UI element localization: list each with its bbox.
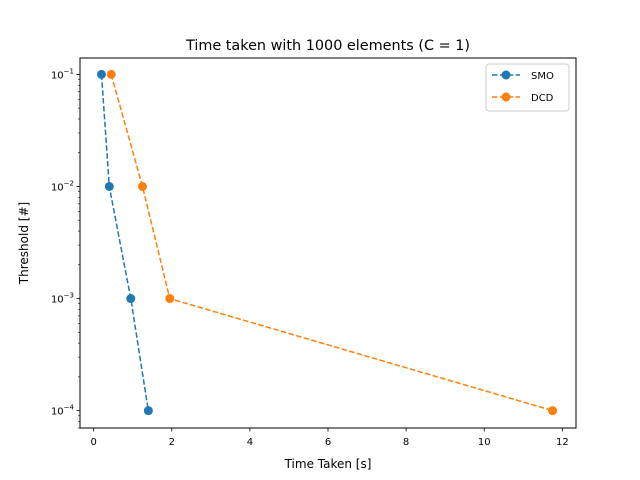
x-tick-label: 8: [403, 437, 409, 448]
x-tick-label: 4: [247, 437, 253, 448]
x-axis-ticks: 0 2 4 6 8 10 12: [90, 428, 569, 448]
y-tick-label: 10−1: [51, 67, 74, 81]
x-axis-label: Time Taken [s]: [284, 457, 372, 471]
legend-box: [485, 63, 570, 112]
chart-title: Time taken with 1000 elements (C = 1): [185, 38, 470, 54]
plot-series: [96, 69, 558, 416]
legend-label-smo: SMO: [531, 71, 554, 82]
x-tick-label: 2: [169, 437, 175, 448]
y-tick-label: 10−4: [51, 404, 75, 418]
x-tick-label: 10: [478, 437, 491, 448]
y-tick-label: 10−3: [51, 292, 74, 306]
y-axis-label: Threshold [#]: [17, 202, 31, 285]
y-tick-label: 10−2: [51, 179, 74, 193]
data-point-dcd: [548, 406, 558, 416]
series-line-dcd: [110, 74, 553, 412]
data-point-dcd: [165, 294, 175, 304]
legend-marker-smo: [501, 70, 511, 80]
data-point-smo: [104, 181, 114, 191]
legend-marker-dcd: [501, 92, 511, 102]
y-axis-ticks: 10−4 10−3 10−2 10−1: [51, 67, 80, 429]
legend: SMO DCD: [485, 63, 570, 112]
x-tick-label: 0: [90, 437, 96, 448]
data-point-dcd: [106, 69, 116, 79]
x-tick-label: 6: [325, 437, 331, 448]
legend-label-dcd: DCD: [531, 93, 554, 104]
data-point-smo: [96, 69, 106, 79]
series-line-smo: [100, 74, 150, 411]
x-tick-label: 12: [556, 437, 569, 448]
data-point-smo: [143, 406, 153, 416]
data-point-dcd: [137, 181, 147, 191]
data-point-smo: [126, 294, 136, 304]
